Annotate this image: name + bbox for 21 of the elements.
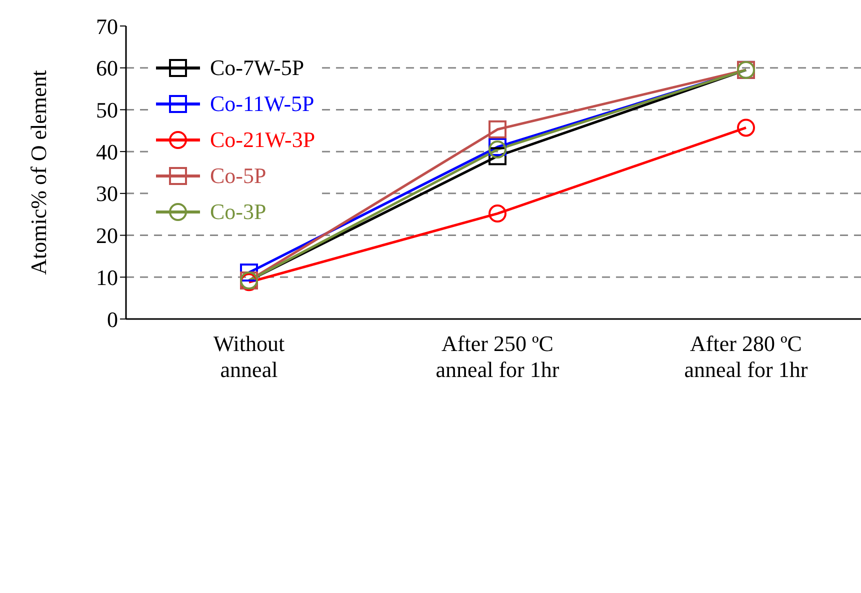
x-tick-label: After 250 ºC anneal for 1hr: [436, 331, 560, 382]
point: [488, 147, 506, 166]
point: [737, 118, 755, 137]
y-tick-label: 70: [96, 14, 118, 39]
y-tick-label: 20: [96, 223, 118, 248]
x-tick-label: Without anneal: [213, 331, 285, 382]
legend-label: Co-3P: [210, 199, 266, 225]
legend-label: Co-11W-5P: [210, 91, 314, 117]
point: [488, 120, 506, 138]
y-tick-label: 10: [96, 264, 118, 290]
point: [488, 204, 506, 223]
legend-label: Co-5P: [210, 163, 266, 189]
y-tick-label: 30: [96, 181, 118, 206]
x-tick-label: After 280 ºC anneal for 1hr: [684, 331, 808, 382]
y-axis-title: Atomic% of O element: [26, 70, 51, 275]
y-tick-label: 60: [96, 56, 118, 81]
legend-label: Co-21W-3P: [210, 127, 316, 153]
y-tick-label: 50: [96, 98, 118, 123]
y-tick-label: 40: [96, 139, 118, 164]
y-tick-label: 0: [107, 306, 118, 332]
legend-label: Co-7W-5P: [210, 55, 304, 81]
